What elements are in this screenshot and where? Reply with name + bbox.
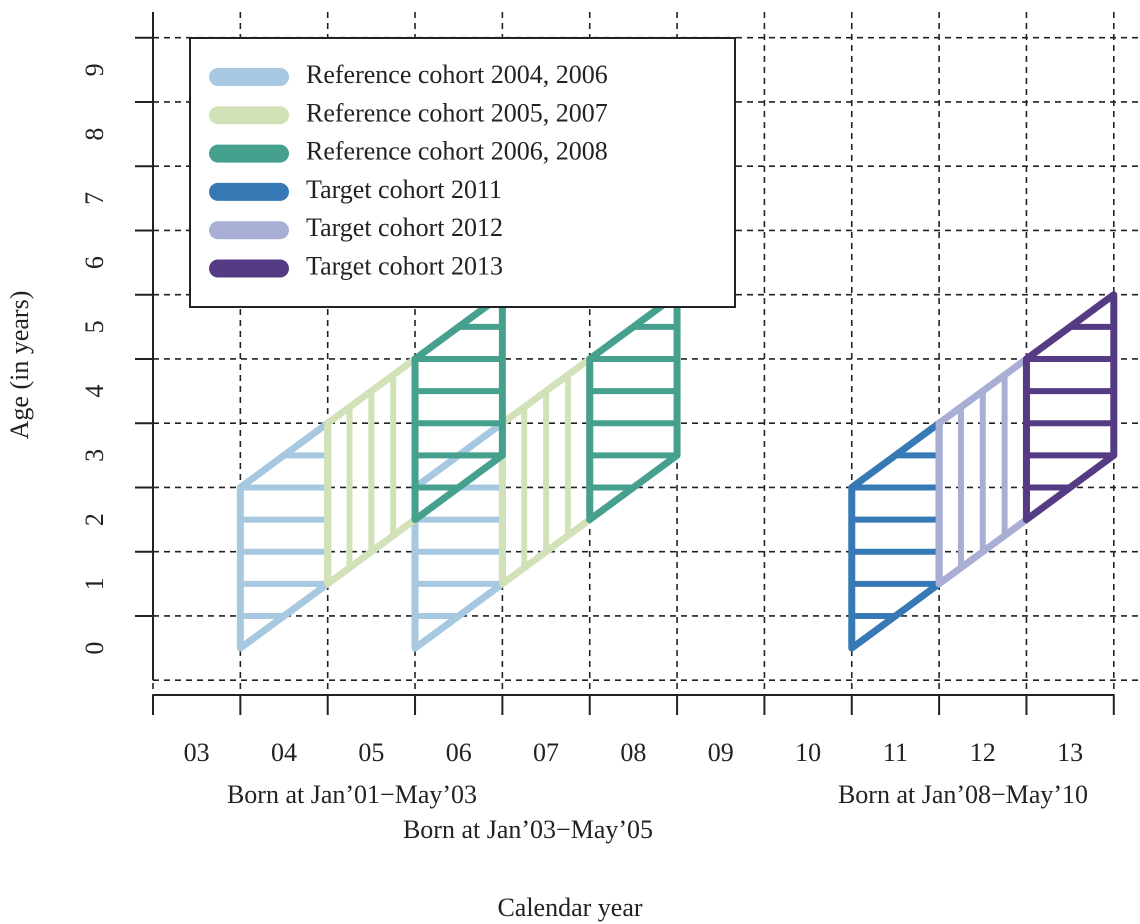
x-tick-label: 09 [708, 738, 734, 767]
x-tick-label: 11 [883, 738, 908, 767]
x-tick-label: 03 [184, 738, 210, 767]
y-tick-label: 9 [80, 63, 109, 76]
y-tick-label: 5 [80, 320, 109, 333]
y-axis-label: Age (in years) [5, 291, 34, 440]
legend-label: Reference cohort 2005, 2007 [306, 98, 608, 127]
cohort-shape [848, 419, 943, 652]
x-tick-label: 05 [358, 738, 384, 767]
cohort-shape [498, 355, 594, 588]
y-tick-label: 0 [80, 642, 109, 655]
cohort-shape [324, 355, 419, 588]
x-tick-label: 12 [970, 738, 996, 767]
legend-label: Target cohort 2012 [306, 213, 503, 242]
y-tick-label: 7 [80, 192, 109, 205]
annotation: Born at Jan’08−May’10 [838, 780, 1088, 809]
x-tick-label: 08 [620, 738, 646, 767]
legend-label: Target cohort 2011 [306, 175, 502, 204]
annotation: Born at Jan’01−May’03 [227, 780, 477, 809]
y-tick-label: 4 [80, 385, 109, 398]
y-tick-label: 6 [80, 256, 109, 269]
cohort-shape [1022, 291, 1118, 524]
x-tick-label: 10 [795, 738, 821, 767]
annotation: Born at Jan’03−May’05 [403, 815, 653, 844]
cohort-shape [935, 355, 1030, 588]
y-tick-label: 8 [80, 128, 109, 141]
legend-label: Reference cohort 2004, 2006 [306, 60, 608, 89]
x-tick-label: 04 [271, 738, 297, 767]
cohort-shape [586, 291, 681, 524]
legend-label: Reference cohort 2006, 2008 [306, 137, 608, 166]
x-tick-label: 06 [446, 738, 472, 767]
x-axis-label: Calendar year [497, 893, 642, 922]
cohort-outline [1022, 291, 1118, 524]
y-tick-label: 1 [80, 577, 109, 590]
y-tick-label: 2 [80, 513, 109, 526]
cohort-shape [236, 419, 332, 652]
legend-label: Target cohort 2013 [306, 251, 503, 280]
y-tick-label: 3 [80, 449, 109, 462]
x-tick-label: 07 [533, 738, 559, 767]
x-tick-label: 13 [1057, 738, 1083, 767]
